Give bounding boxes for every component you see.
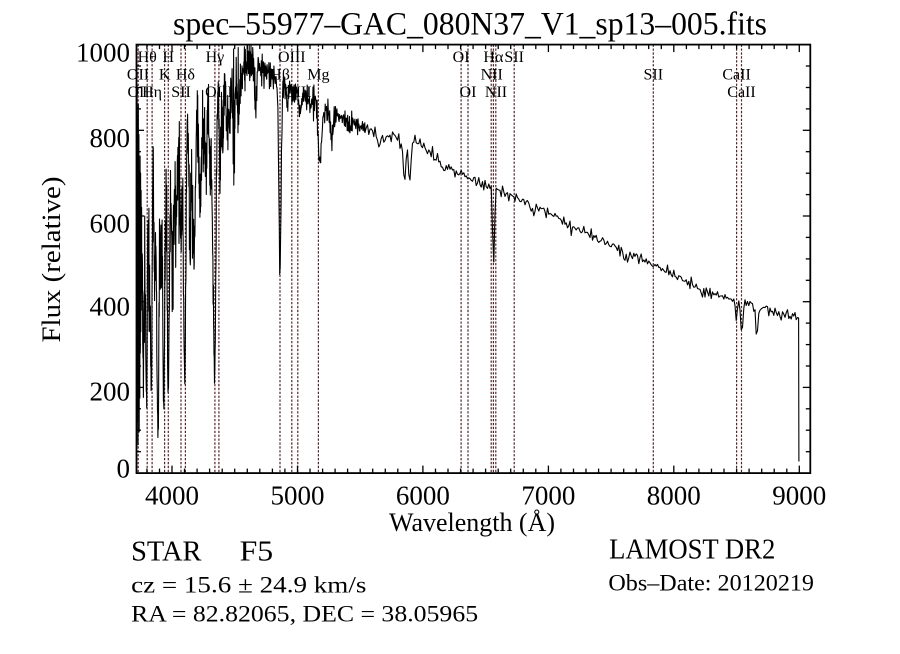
svg-text:spec–55977–GAC_080N37_V1_sp13–: spec–55977–GAC_080N37_V1_sp13–005.fits (173, 7, 767, 43)
svg-text:OIII: OIII (278, 49, 306, 66)
svg-text:CaII: CaII (722, 67, 750, 84)
svg-text:4000: 4000 (145, 481, 199, 511)
svg-text:OIII: OIII (205, 84, 233, 101)
svg-text:Wavelength (Å): Wavelength (Å) (389, 508, 555, 537)
svg-text:NII: NII (481, 67, 503, 84)
svg-text:Flux (relative): Flux (relative) (37, 177, 66, 343)
svg-text:9000: 9000 (772, 481, 826, 511)
svg-text:SII: SII (504, 49, 524, 66)
svg-text:STAR: STAR (131, 536, 202, 568)
svg-text:cz = 15.6 ± 24.9 km/s: cz = 15.6 ± 24.9 km/s (131, 573, 366, 598)
svg-text:800: 800 (90, 123, 131, 153)
svg-text:OII: OII (127, 84, 149, 101)
svg-text:H: H (163, 49, 175, 66)
svg-text:NII: NII (485, 84, 507, 101)
svg-text:SII: SII (171, 84, 191, 101)
svg-text:Mg: Mg (307, 67, 329, 84)
svg-text:OIII: OIII (284, 84, 312, 101)
svg-text:Hθ: Hθ (138, 49, 157, 66)
svg-text:LAMOST DR2: LAMOST DR2 (609, 533, 775, 565)
svg-text:OI: OI (453, 49, 470, 66)
svg-text:400: 400 (90, 291, 131, 321)
svg-text:OI: OI (460, 84, 477, 101)
svg-text:SII: SII (644, 67, 664, 84)
svg-text:5000: 5000 (271, 481, 325, 511)
svg-text:Hδ: Hδ (176, 67, 195, 84)
svg-text:K: K (159, 67, 171, 84)
svg-text:Hη: Hη (142, 84, 162, 101)
svg-text:F5: F5 (240, 536, 274, 568)
svg-text:OII: OII (127, 67, 149, 84)
svg-text:CaII: CaII (727, 84, 755, 101)
svg-text:7000: 7000 (521, 481, 575, 511)
svg-text:Hβ: Hβ (270, 67, 290, 84)
svg-text:Hα: Hα (483, 49, 504, 66)
svg-text:1000: 1000 (76, 37, 130, 67)
svg-text:8000: 8000 (647, 481, 701, 511)
svg-text:Hγ: Hγ (206, 49, 225, 66)
svg-text:Obs–Date: 20120219: Obs–Date: 20120219 (608, 570, 814, 595)
svg-text:600: 600 (90, 208, 131, 238)
svg-text:6000: 6000 (396, 481, 450, 511)
svg-text:0: 0 (117, 453, 131, 483)
svg-text:200: 200 (90, 376, 131, 406)
svg-text:RA = 82.82065, DEC = 38.0596: RA = 82.82065, DEC = 38.05965 (131, 602, 478, 627)
